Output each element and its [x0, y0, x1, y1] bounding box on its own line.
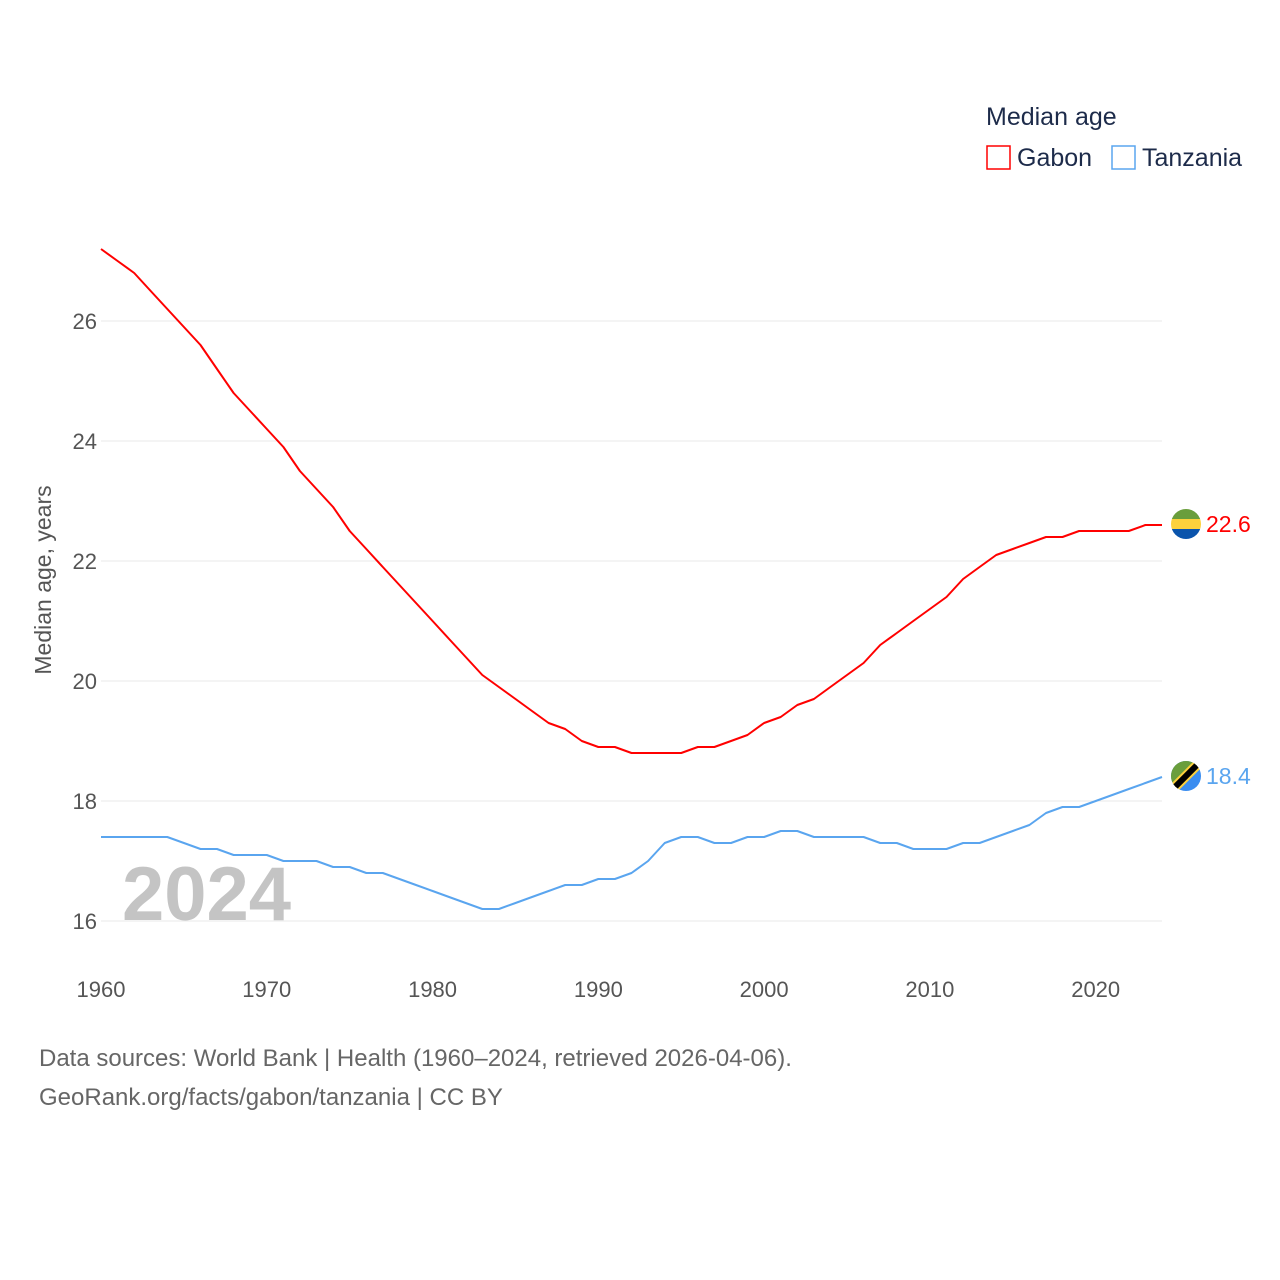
credit-text: GeoRank.org/facts/gabon/tanzania | CC BY — [39, 1084, 503, 1111]
x-tick-label: 1960 — [77, 977, 126, 1002]
series-line-tanzania — [101, 776, 1163, 910]
watermark-year: 2024 — [122, 852, 291, 937]
y-tick-label: 16 — [73, 909, 97, 934]
legend-item-tanzania[interactable]: Tanzania — [1111, 144, 1242, 172]
x-tick-label: 2000 — [740, 977, 789, 1002]
y-axis-label: Median age, years — [30, 485, 56, 674]
y-tick-label: 24 — [73, 429, 97, 454]
legend-label-gabon: Gabon — [1017, 144, 1092, 172]
tanzania-flag-icon — [1171, 761, 1201, 791]
x-tick-label: 1990 — [574, 977, 623, 1002]
x-tick-label: 1980 — [408, 977, 457, 1002]
end-label-tanzania: 18.4 — [1206, 763, 1251, 789]
end-label-gabon: 22.6 — [1206, 511, 1251, 537]
y-tick-label: 26 — [73, 309, 97, 334]
legend-label-tanzania: Tanzania — [1142, 144, 1242, 172]
y-tick-label: 22 — [73, 549, 97, 574]
y-tick-label: 20 — [73, 669, 97, 694]
legend-item-gabon[interactable]: Gabon — [986, 144, 1092, 172]
legend-swatch-tanzania — [1111, 145, 1136, 170]
data-sources-text: Data sources: World Bank | Health (1960–… — [39, 1045, 792, 1072]
gabon-flag-icon — [1171, 509, 1201, 539]
x-tick-label: 2020 — [1071, 977, 1120, 1002]
series-line-gabon — [100, 248, 1162, 754]
x-tick-label: 1970 — [242, 977, 291, 1002]
y-tick-label: 18 — [73, 789, 97, 814]
legend-title: Median age — [986, 103, 1117, 131]
x-tick-label: 2010 — [905, 977, 954, 1002]
legend-swatch-gabon — [986, 145, 1011, 170]
